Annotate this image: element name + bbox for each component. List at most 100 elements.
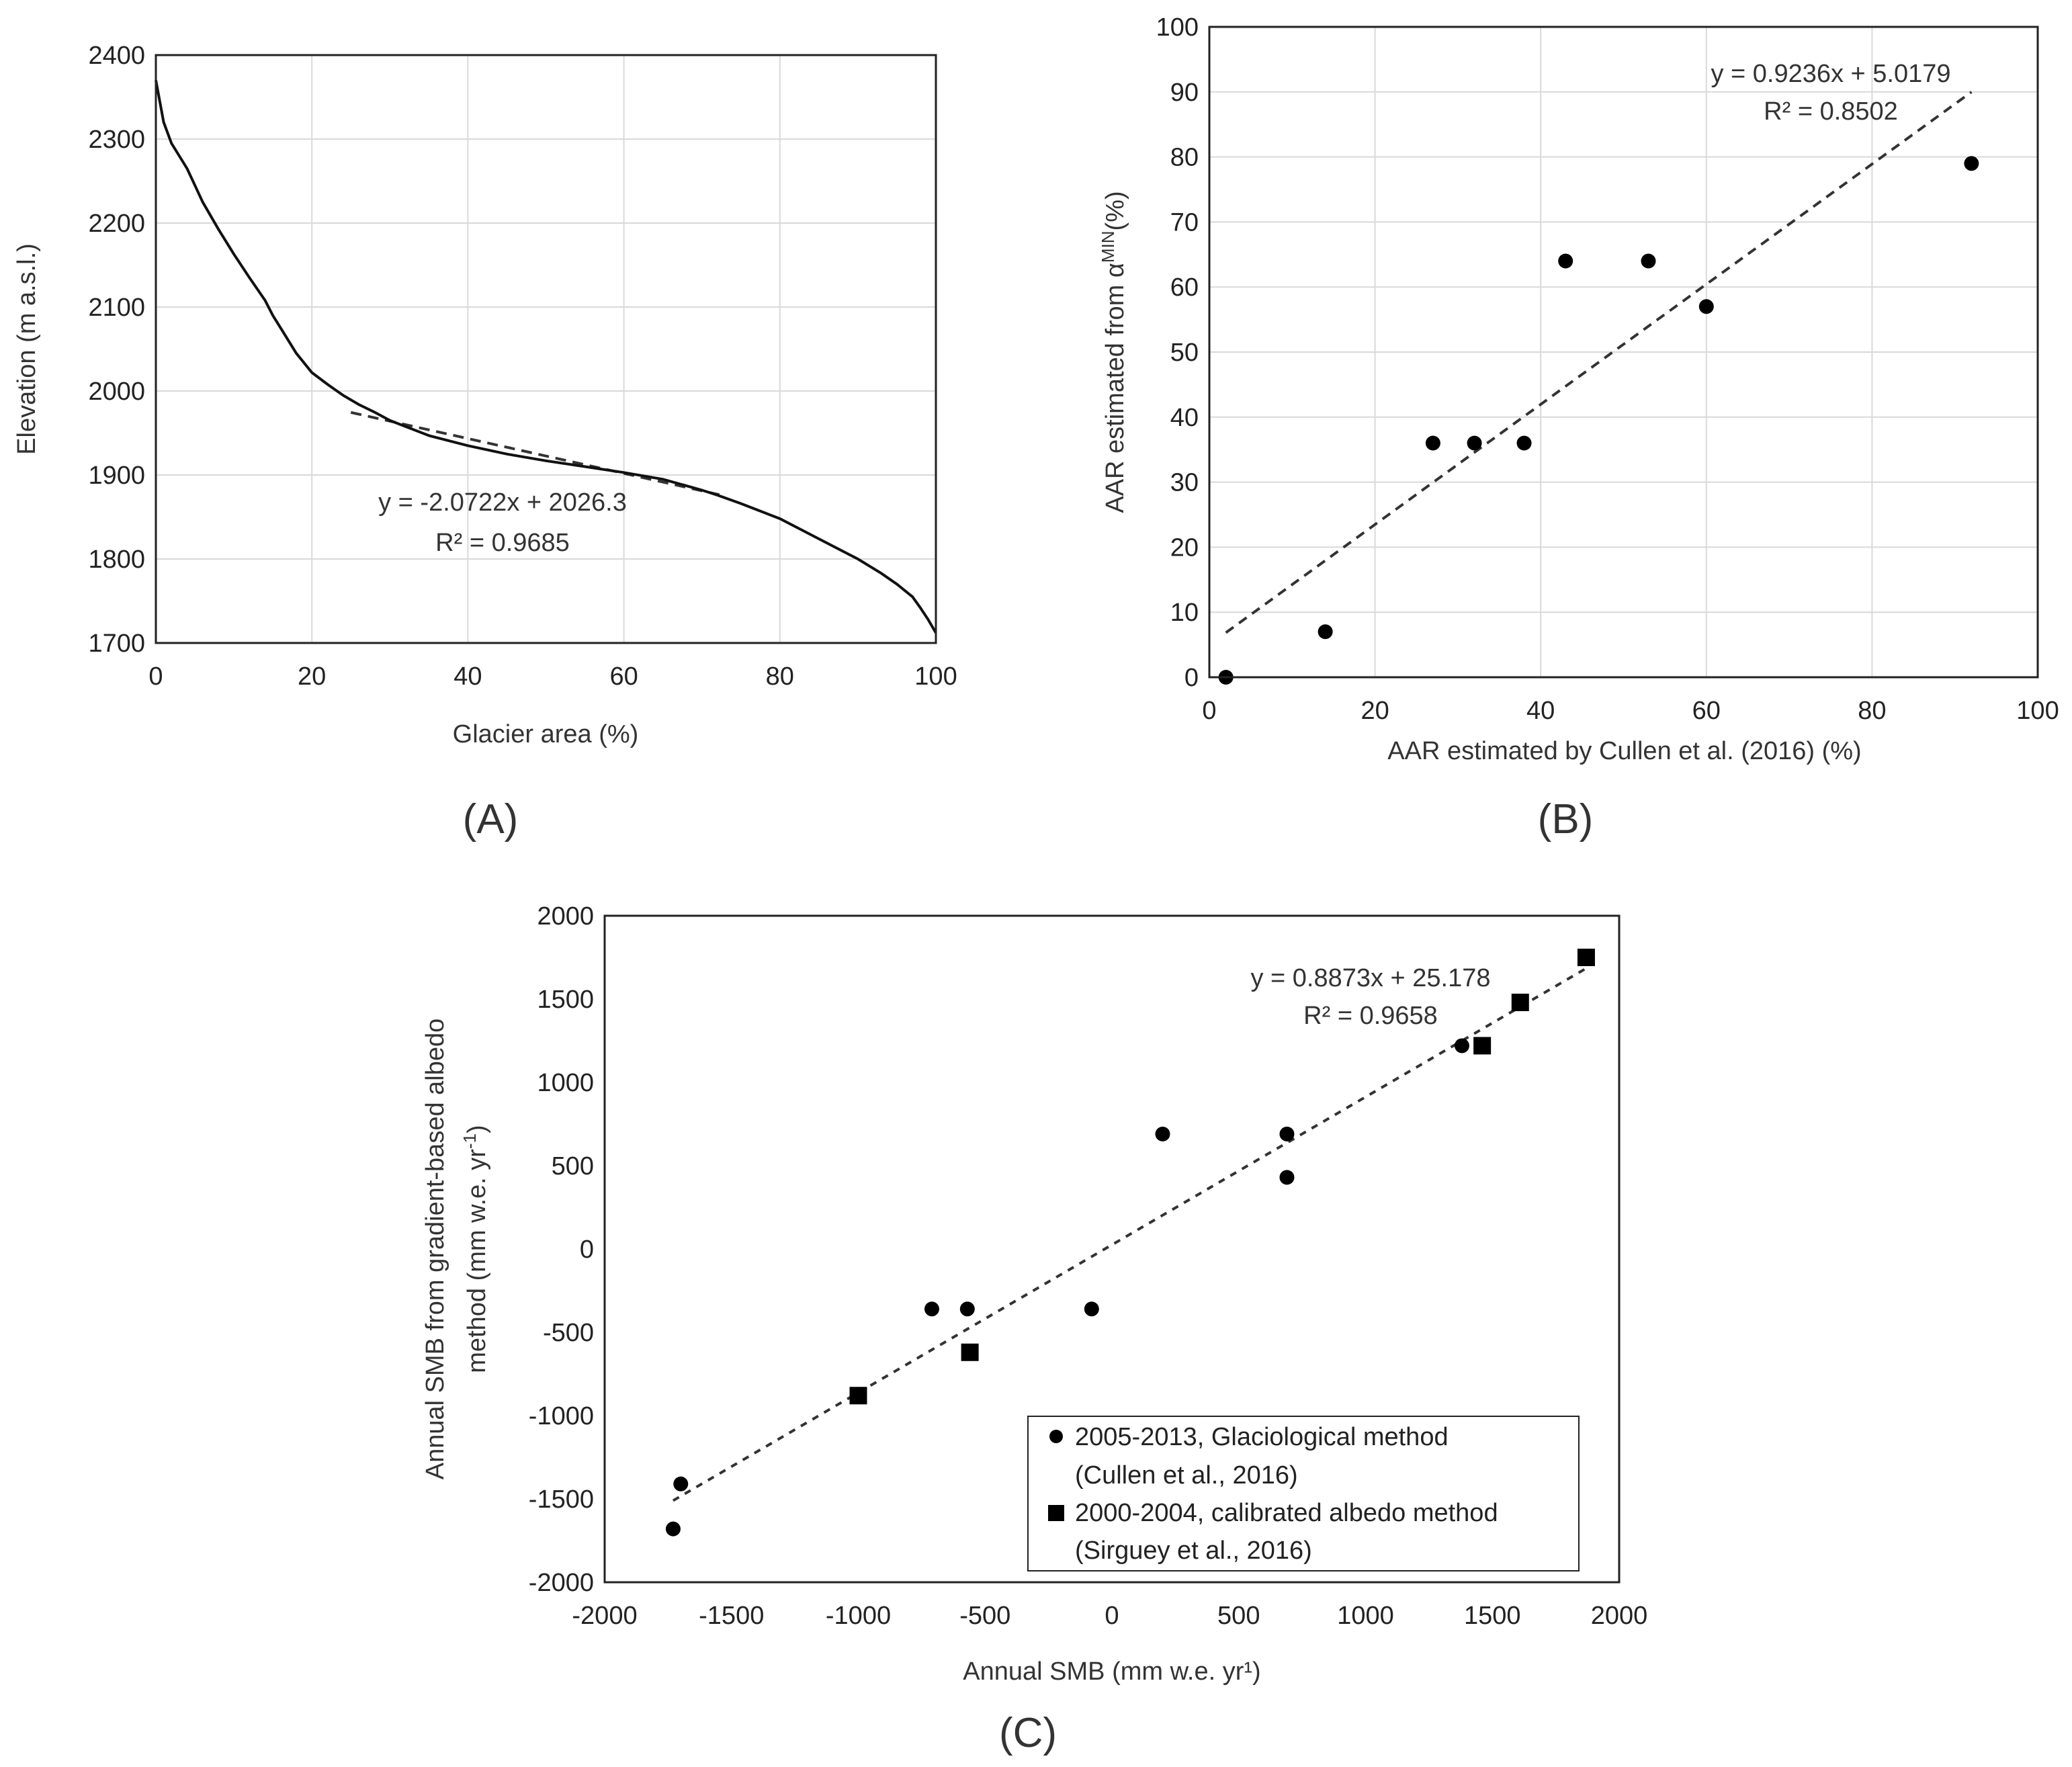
panel-c-y-axis-label-line-1: Annual SMB from gradient-based albedo [421, 1019, 449, 1480]
panel-a-plot-frame [155, 54, 937, 644]
panel-b-grid [1209, 26, 2038, 678]
data-point-square [1577, 949, 1595, 966]
x-tick-label: 40 [1526, 697, 1555, 725]
y-tick-label: 2400 [88, 42, 145, 70]
y-tick-label: 2300 [88, 126, 145, 154]
x-tick-label: -2000 [572, 1602, 637, 1630]
x-tick-label: 20 [1361, 697, 1389, 725]
panel-a-r2: R² = 0.9685 [435, 529, 570, 557]
x-tick-label: -1000 [826, 1602, 891, 1630]
y-tick-label: -2000 [529, 1569, 594, 1597]
y-tick-label: 90 [1170, 79, 1199, 107]
panel-c-y-axis-label-main: method (mm w.e. yr [463, 1149, 491, 1373]
panel-b-y-axis-label-superscript: MIN [1098, 230, 1118, 263]
panel-c-x-ticks: -2000 -1500 -1000 -500 0 500 1000 1500 2000 [572, 1602, 1647, 1630]
data-point-circle [1279, 1170, 1295, 1185]
data-point [1467, 435, 1482, 451]
y-tick-label: 100 [1156, 13, 1199, 42]
panel-b: 0 20 40 60 80 100 0 10 20 30 40 50 60 70 80 90 100 y = … [1098, 13, 2059, 843]
panel-a-x-ticks: 0 20 40 60 80 100 [148, 662, 957, 691]
panel-b-y-axis-label-unit: (%) [1101, 191, 1129, 230]
y-tick-label: 0 [1184, 664, 1199, 692]
y-tick-label: 1900 [88, 462, 145, 490]
data-point [1558, 253, 1573, 269]
panel-a-series [155, 80, 937, 634]
data-point-circle [1279, 1126, 1295, 1141]
x-tick-label: 60 [1692, 697, 1721, 725]
y-tick-label: 60 [1170, 273, 1199, 302]
x-tick-label: 20 [298, 662, 326, 691]
data-point-square [961, 1343, 979, 1361]
y-tick-label: 1000 [537, 1069, 594, 1097]
data-point-circle [1084, 1301, 1099, 1317]
panel-a-y-axis-label: Elevation (m a.s.l.) [13, 243, 41, 455]
data-point [1964, 156, 1979, 171]
x-tick-label: 0 [148, 662, 163, 691]
panel-b-r2: R² = 0.8502 [1764, 97, 1898, 126]
y-tick-label: 10 [1170, 599, 1199, 627]
panel-c-plot-frame [603, 914, 1621, 1584]
x-tick-label: 2000 [1591, 1602, 1648, 1630]
panel-b-y-axis-label-main: AAR estimated from α [1101, 263, 1129, 513]
data-point [1318, 624, 1333, 640]
y-tick-label: 0 [580, 1236, 594, 1264]
data-point-square [849, 1387, 867, 1405]
panel-b-trendline [1225, 91, 1973, 634]
y-tick-label: 50 [1170, 339, 1199, 367]
x-tick-label: 0 [1202, 697, 1216, 725]
legend-entry-1-line-2: (Cullen et al., 2016) [1075, 1461, 1298, 1490]
x-tick-label: 100 [914, 662, 957, 691]
y-tick-label: 30 [1170, 469, 1199, 497]
y-tick-label: 70 [1170, 208, 1199, 236]
y-tick-label: 2100 [88, 294, 145, 322]
panel-c-y-axis-label-superscript: -1 [460, 1133, 480, 1149]
legend-square-marker [1048, 1505, 1064, 1521]
panel-c-y-axis-label-line-2: method (mm w.e. yr-1) [460, 1125, 491, 1373]
panel-c-y-ticks: -2000 -1500 -1000 -500 0 500 1000 1500 2000 [529, 902, 594, 1597]
panel-b-x-axis-label: AAR estimated by Cullen et al. (2016) (%… [1387, 737, 1861, 765]
data-point-square [1511, 993, 1529, 1011]
trendline [672, 967, 1587, 1502]
panel-a: 0 20 40 60 80 100 1700 1800 1900 2000 2100 2200 230… [13, 42, 957, 843]
data-point-circle [924, 1301, 939, 1317]
y-tick-label: 1700 [88, 630, 145, 658]
panel-c: -2000 -1500 -1000 -500 0 500 1000 1500 2000 -200… [421, 902, 1647, 1756]
x-tick-label: 1000 [1337, 1602, 1394, 1630]
x-tick-label: 0 [1105, 1602, 1119, 1630]
x-tick-label: -1500 [699, 1602, 764, 1630]
data-point-circle [665, 1521, 681, 1537]
y-tick-label: 2200 [88, 210, 145, 238]
panel-b-label: (B) [1538, 796, 1594, 843]
panel-b-series [1218, 156, 1979, 685]
data-point [1425, 435, 1440, 451]
y-tick-label: 1500 [537, 986, 594, 1014]
panel-c-equation: y = 0.8873x + 25.178 [1250, 964, 1490, 992]
panel-a-y-ticks: 1700 1800 1900 2000 2100 2200 2300 2400 [88, 42, 145, 658]
x-tick-label: 60 [609, 662, 638, 691]
data-point [1698, 299, 1714, 314]
panel-c-legend: 2005-2013, Glaciological method (Cullen … [1027, 1416, 1580, 1571]
panel-a-label: (A) [463, 796, 519, 843]
panel-c-trendline [672, 967, 1587, 1502]
data-point-circle [1454, 1038, 1469, 1053]
y-tick-label: 1800 [88, 546, 145, 574]
data-point-circle [1155, 1126, 1170, 1141]
x-tick-label: 500 [1217, 1602, 1260, 1630]
y-tick-label: -1000 [529, 1402, 594, 1430]
hypsometry-curve [155, 80, 937, 634]
panel-c-x-axis-label: Annual SMB (mm w.e. yr¹) [963, 1657, 1260, 1686]
y-tick-label: 80 [1170, 144, 1199, 172]
panel-b-equation: y = 0.9236x + 5.0179 [1711, 60, 1950, 88]
panel-c-r2: R² = 0.9658 [1303, 1002, 1438, 1030]
y-tick-label: 2000 [537, 902, 594, 931]
x-tick-label: -500 [959, 1602, 1010, 1630]
trendline [1225, 91, 1973, 634]
panel-b-plot-frame [1208, 26, 2039, 679]
panel-c-series [665, 949, 1595, 1537]
panel-c-legend-box [1027, 1416, 1580, 1571]
data-point [1516, 435, 1532, 451]
data-point-square [1473, 1037, 1492, 1055]
legend-entry-1-line-1: 2005-2013, Glaciological method [1075, 1423, 1449, 1451]
panel-a-equation: y = -2.0722x + 2026.3 [378, 488, 627, 517]
